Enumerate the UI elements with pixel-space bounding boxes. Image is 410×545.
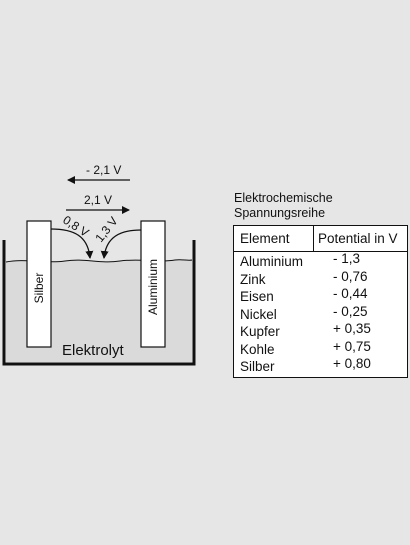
header-divider: [313, 226, 314, 252]
vessel: [2, 240, 196, 366]
electrochemical-series-table: Element Potential in V Aluminium - 1,3 Z…: [233, 225, 408, 378]
electrolyte-label: Elektrolyt: [62, 342, 125, 359]
table-header: Element Potential in V: [234, 226, 407, 252]
element-name: Eisen: [240, 289, 274, 304]
electrode-right-label: Aluminium: [146, 259, 160, 315]
table-row: Kupfer + 0,35: [234, 321, 407, 341]
element-potential: - 0,76: [333, 268, 368, 284]
arc-arrow-left: [50, 228, 94, 259]
table-row: Kohle + 0,75: [234, 338, 407, 359]
element-potential: + 0,75: [333, 338, 371, 354]
table-row: Zink - 0,76: [234, 268, 407, 289]
table-rows: Aluminium - 1,3 Zink - 0,76 Eisen - 0,44…: [234, 251, 407, 376]
element-name: Kohle: [240, 341, 275, 357]
aluminium-electrode: [140, 220, 166, 348]
table-row: Silber + 0,80: [234, 356, 407, 376]
silver-electrode: [26, 220, 52, 348]
element-potential: + 0,35: [333, 321, 371, 336]
left-arc-label: 0,8 V: [60, 213, 91, 240]
table-row: Aluminium - 1,3: [234, 251, 407, 271]
element-name: Aluminium: [240, 254, 304, 269]
header-potential: Potential in V: [318, 231, 398, 246]
element-potential: + 0,80: [333, 356, 371, 371]
table-row: Nickel - 0,25: [234, 303, 407, 324]
table-title: Elektrochemische Spannungsreihe: [234, 191, 404, 221]
element-potential: - 1,3: [333, 251, 361, 266]
electrode-left-label: Silber: [32, 273, 46, 304]
element-potential: - 0,25: [333, 303, 368, 319]
table-row: Eisen - 0,44: [234, 286, 407, 306]
arrow-top-label: - 2,1 V: [86, 163, 121, 177]
header-element: Element: [240, 231, 290, 246]
element-name: Nickel: [240, 306, 277, 322]
element-name: Silber: [240, 359, 275, 374]
arc-arrow-right: [100, 229, 142, 259]
arrow-mid-label: 2,1 V: [84, 193, 112, 207]
right-arc-label: 1,3 V: [92, 214, 120, 245]
table-title-line-2: Spannungsreihe: [234, 206, 326, 220]
element-potential: - 0,44: [333, 286, 368, 301]
table-title-line-1: Elektrochemische: [234, 191, 333, 205]
element-name: Kupfer: [240, 324, 280, 339]
element-name: Zink: [240, 271, 266, 287]
